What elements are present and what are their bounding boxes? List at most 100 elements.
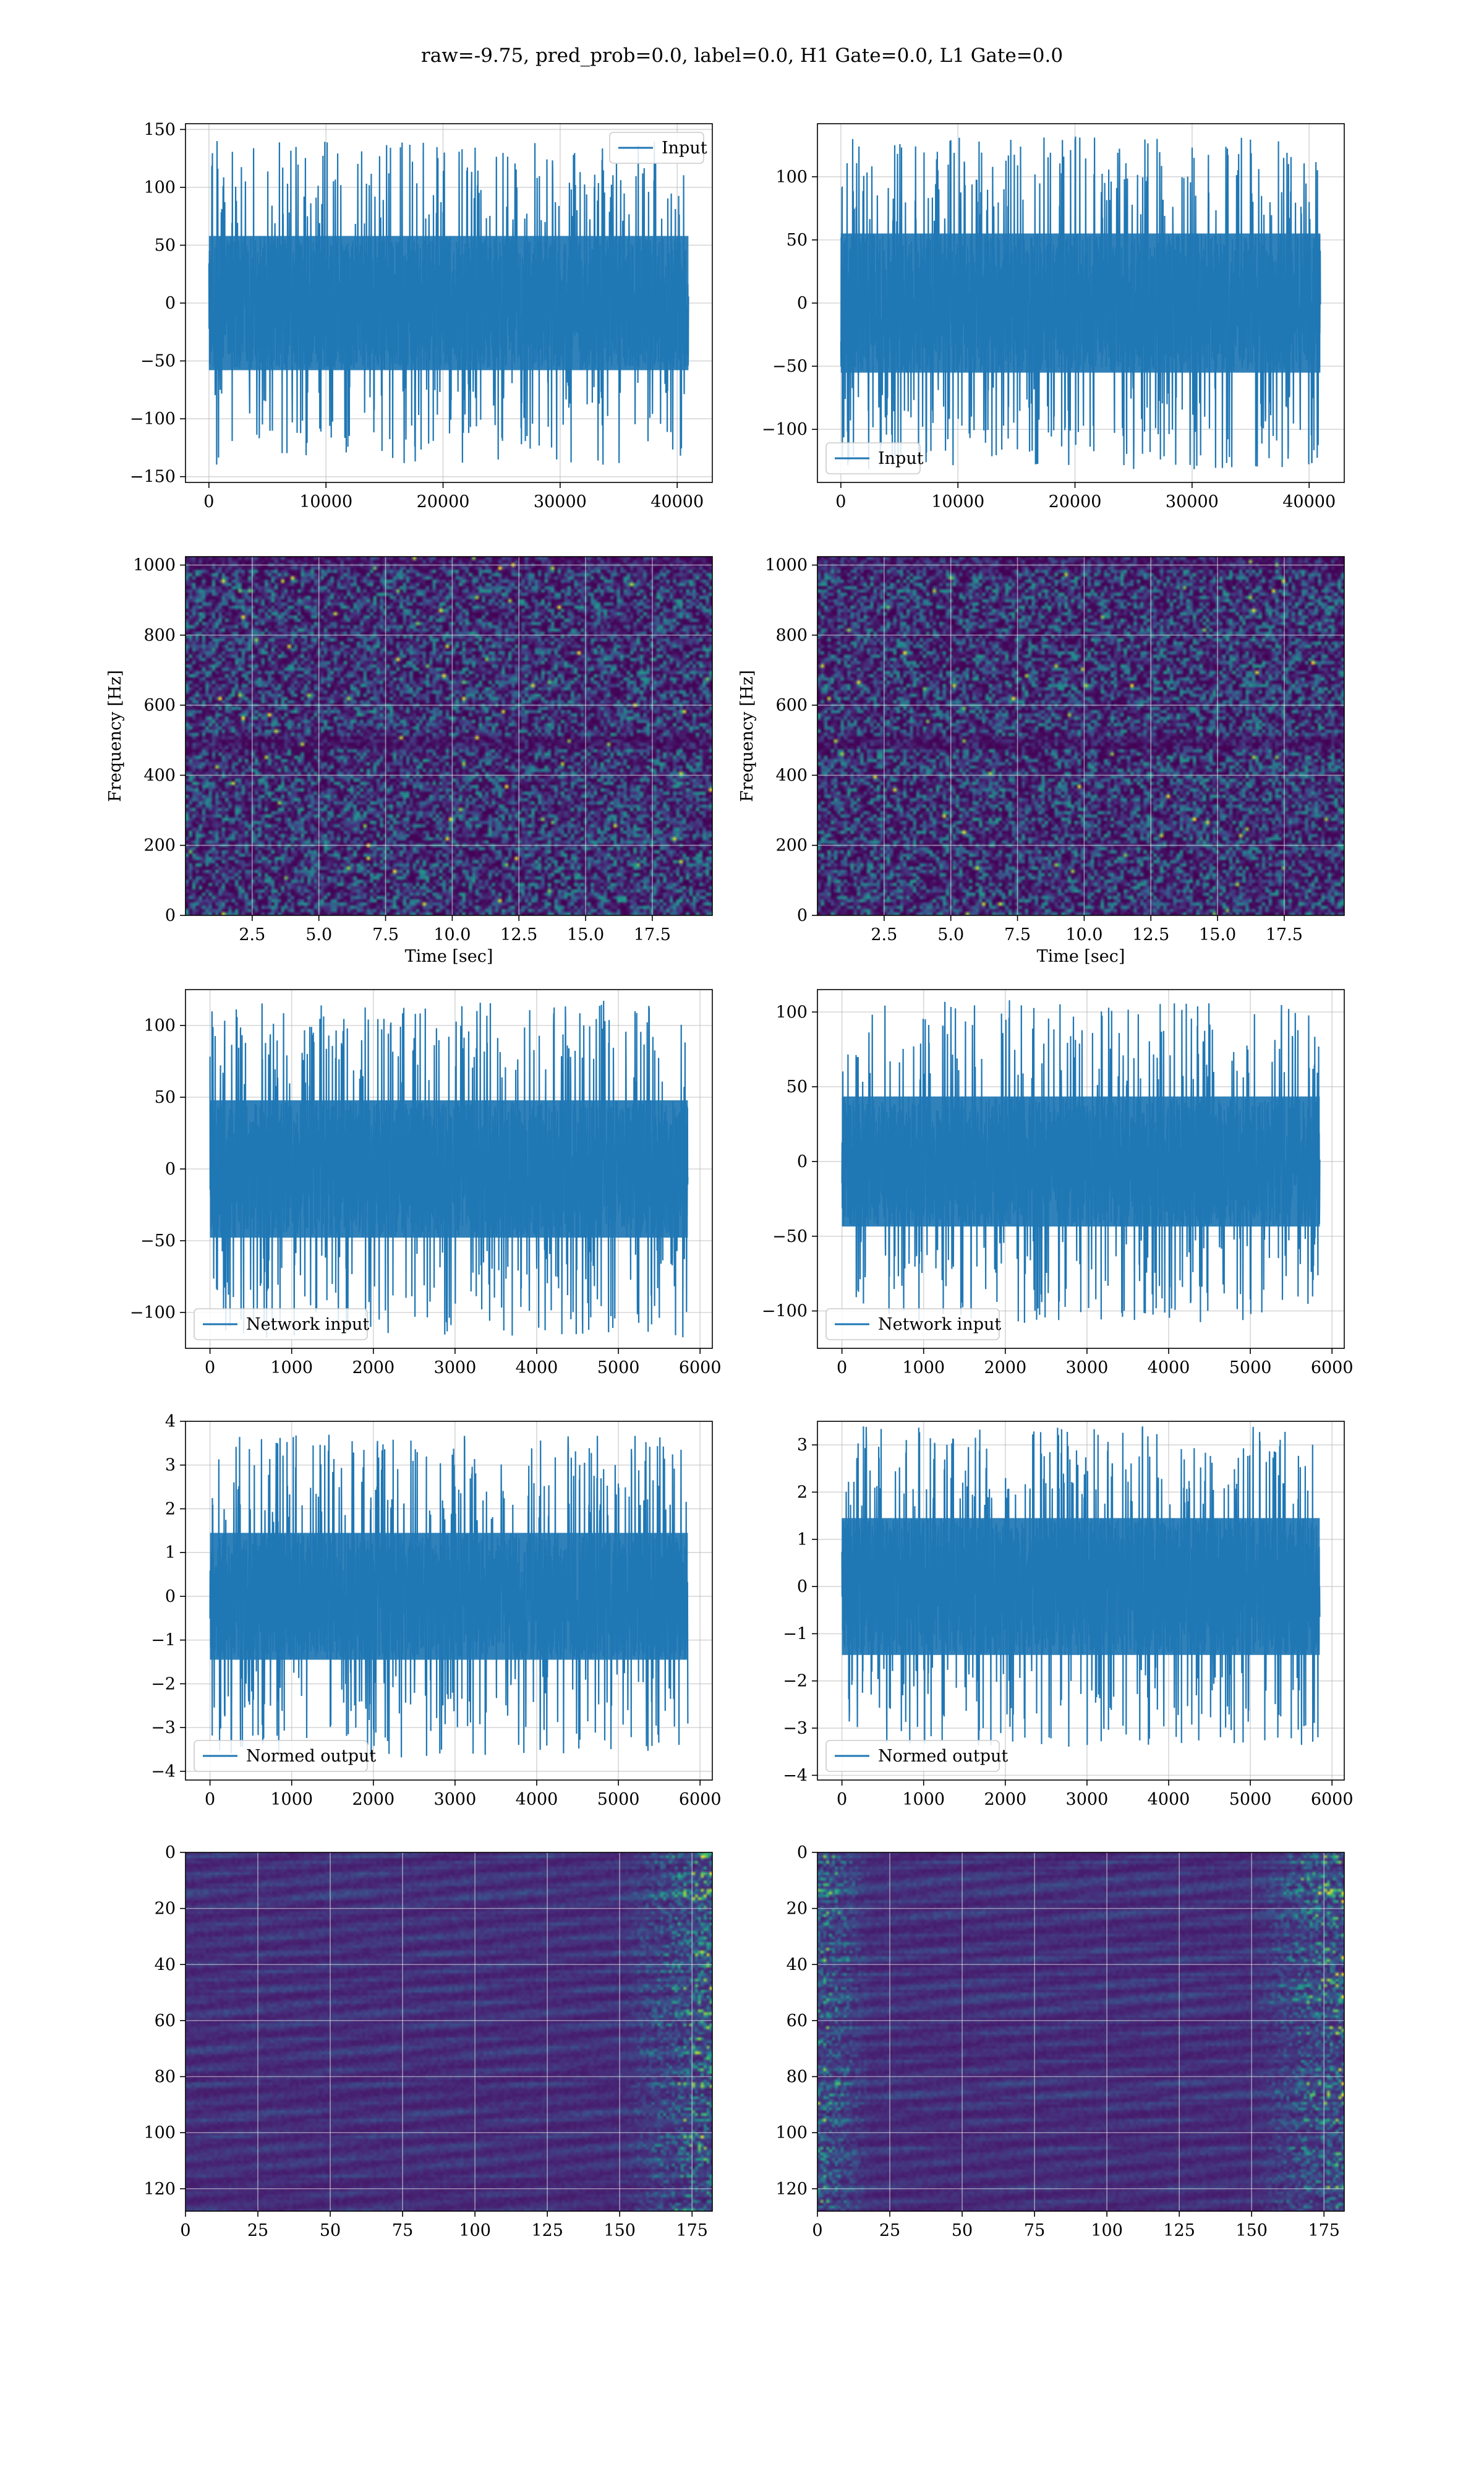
y-tick-label: 200 [775, 836, 808, 855]
grid [186, 1852, 712, 2211]
y-tick-label: 60 [155, 2011, 176, 2031]
legend-box [609, 132, 704, 164]
y-tick-label: 20 [155, 1899, 176, 1919]
x-tick-label: 125 [1163, 2221, 1195, 2240]
figure-title: raw=-9.75, pred_prob=0.0, label=0.0, H1 … [421, 45, 1063, 67]
y-tick-label: −3 [151, 1718, 176, 1737]
legend: Network input [194, 1308, 369, 1340]
x-tick-label: 0 [812, 2221, 822, 2240]
x-tick-label: 5000 [1229, 1358, 1272, 1377]
y-tick-label: 4 [165, 1412, 176, 1431]
y-tick-label: 600 [775, 696, 808, 715]
x-tick-label: 10000 [931, 492, 984, 511]
y-tick-label: 60 [787, 2011, 808, 2031]
x-tick-label: 0 [837, 1790, 847, 1809]
x-tick-label: 150 [603, 2221, 636, 2240]
y-tick-label: 100 [775, 168, 808, 187]
y-tick-label: 1 [165, 1543, 176, 1562]
y-tick-label: 800 [775, 626, 808, 645]
x-tick-label: 6000 [679, 1358, 722, 1377]
plot-area [817, 124, 1344, 482]
x-tick-label: 0 [837, 1358, 847, 1377]
legend: Normed output [194, 1740, 376, 1772]
plot-area [186, 124, 712, 482]
plot-area [186, 1421, 712, 1780]
y-tick-label: −4 [151, 1762, 176, 1781]
heatmap-image [186, 557, 712, 915]
x-tick-label: 17.5 [634, 925, 671, 944]
y-tick-label: 400 [775, 766, 808, 785]
x-tick-label: 4000 [1148, 1358, 1190, 1377]
y-tick-label: 1000 [765, 556, 808, 575]
x-tick-label: 0 [205, 1358, 215, 1377]
x-tick-label: 15.0 [567, 925, 604, 944]
x-tick-label: 125 [531, 2221, 563, 2240]
x-tick-label: 10000 [299, 492, 352, 511]
ticks: 2.5 5.0 7.5 10.0 12.5 15.0 17.5 0 200 400 600 800 10… [765, 556, 1303, 944]
y-tick-label: 150 [143, 120, 176, 139]
y-tick-label: 50 [787, 1077, 808, 1097]
x-tick-label: 175 [1308, 2221, 1340, 2240]
legend-box [825, 442, 921, 474]
x-tick-label: 5000 [1229, 1790, 1272, 1809]
y-tick-label: −1 [783, 1624, 808, 1643]
y-tick-label: 40 [787, 1955, 808, 1974]
legend-label: Input [878, 449, 924, 468]
x-tick-label: 40000 [1282, 492, 1336, 511]
subplot-grid: 0 10000 20000 30000 40000−150−100−5005010015… [106, 120, 1354, 2240]
plot-area [817, 1852, 1344, 2211]
x-tick-label: 50 [952, 2221, 973, 2240]
x-tick-label: 2000 [984, 1790, 1026, 1809]
x-tick-label: 4000 [516, 1790, 558, 1809]
y-tick-label: 50 [155, 236, 176, 255]
y-tick-label: 100 [143, 178, 176, 197]
plot-area [186, 557, 712, 915]
y-tick-label: 0 [165, 1160, 176, 1179]
x-tick-label: 7.5 [372, 925, 399, 944]
plot-area [817, 990, 1344, 1348]
y-tick-label: −3 [783, 1719, 808, 1738]
legend-box [194, 1740, 368, 1772]
x-tick-label: 10.0 [433, 925, 471, 944]
y-tick-label: −50 [140, 1231, 176, 1251]
x-tick-label: 1000 [902, 1358, 945, 1377]
plot-area [186, 1852, 712, 2211]
legend-box [825, 1740, 1000, 1772]
legend: Input [609, 132, 707, 164]
y-tick-label: 1 [797, 1530, 808, 1549]
ticks: 0 1000 2000 3000 4000 5000 6000 −100 −50 0 50 100 [130, 1016, 722, 1377]
legend-label: Normed output [246, 1747, 376, 1766]
y-axis-label: Frequency [Hz] [106, 670, 125, 802]
series-core-band [842, 1096, 1320, 1227]
subplot-feature-map-l1: 0 25 50 75 100 125 150 175 0 20 40 60 80 100 120 [775, 1843, 1345, 2240]
y-tick-label: 100 [143, 2123, 176, 2142]
x-tick-label: 100 [459, 2221, 491, 2240]
x-tick-label: 0 [203, 492, 214, 511]
y-tick-label: 80 [787, 2068, 808, 2087]
y-tick-label: 0 [165, 906, 176, 925]
series-core-band [842, 1518, 1320, 1655]
subplot-spectrogram-h1: 2.5 5.0 7.5 10.0 12.5 15.0 17.5 0 200 400 600 800 10… [106, 556, 713, 966]
y-tick-label: −50 [772, 357, 808, 376]
plot-area [186, 990, 712, 1348]
x-tick-label: 0 [835, 492, 846, 511]
subplot-input-h1: 0 10000 20000 30000 40000 −150 −100 −50 0 50 100 15… [130, 120, 713, 511]
y-tick-label: 200 [143, 836, 176, 855]
y-tick-label: 800 [143, 626, 176, 645]
axes-frame [817, 1852, 1345, 2212]
y-tick-label: 0 [797, 1152, 808, 1171]
y-tick-label: −2 [783, 1672, 808, 1691]
x-tick-label: 1000 [270, 1358, 313, 1377]
subplot-network-input-h1: 0 1000 2000 3000 4000 5000 6000 −100 −50 0 50 100 Ne… [130, 989, 722, 1377]
series-core-band [840, 233, 1321, 373]
ticks: 0 1000 2000 3000 4000 5000 6000 −4 −3 −2 −1 0 1 2 3 [783, 1436, 1353, 1809]
ticks: 0 10000 20000 30000 40000 −100 −50 0 50 100 [762, 168, 1336, 511]
x-tick-label: 100 [1091, 2221, 1123, 2240]
y-tick-label: 0 [797, 906, 808, 925]
grid [186, 557, 712, 915]
y-tick-label: 100 [143, 1016, 176, 1035]
y-tick-label: 400 [143, 766, 176, 785]
x-tick-label: 3000 [1066, 1358, 1109, 1377]
legend-label: Normed output [878, 1747, 1008, 1766]
